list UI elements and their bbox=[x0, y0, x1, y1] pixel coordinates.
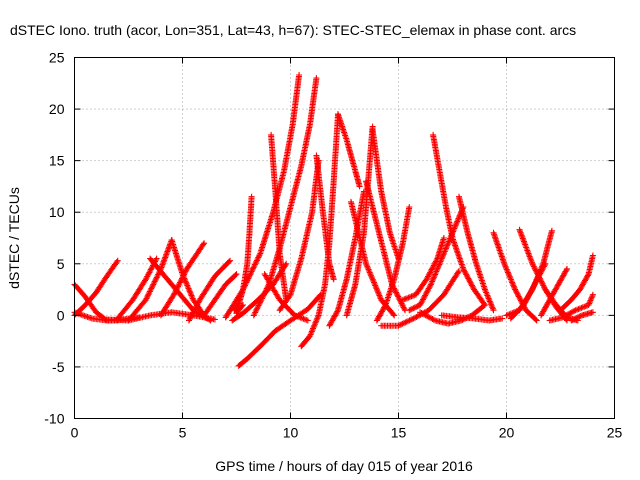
y-tick-label: -10 bbox=[44, 411, 64, 427]
data-points bbox=[71, 72, 596, 369]
x-tick-label: 5 bbox=[179, 425, 187, 441]
series-29-points bbox=[399, 235, 447, 303]
series-10-points bbox=[233, 302, 246, 317]
series-42 bbox=[557, 252, 596, 314]
series-20 bbox=[313, 152, 337, 283]
series-12 bbox=[235, 291, 324, 369]
series-10 bbox=[233, 302, 246, 317]
series-34-points bbox=[438, 312, 506, 324]
x-tick-label: 10 bbox=[283, 425, 299, 441]
series-42-points bbox=[557, 252, 596, 314]
series-27-points bbox=[363, 178, 408, 314]
series-45-points bbox=[201, 271, 240, 319]
series-14 bbox=[222, 72, 303, 321]
series-16-points bbox=[268, 131, 290, 303]
x-axis-label: GPS time / hours of day 015 of year 2016 bbox=[215, 458, 473, 474]
series-30-points bbox=[406, 204, 467, 314]
series-15-points bbox=[250, 75, 320, 319]
x-tick-label: 25 bbox=[607, 425, 623, 441]
y-tick-label: 25 bbox=[49, 50, 65, 66]
x-tick-label: 15 bbox=[391, 425, 407, 441]
series-31-points bbox=[430, 131, 488, 308]
series-34 bbox=[438, 312, 506, 324]
gridlines bbox=[74, 57, 615, 419]
series-14-points bbox=[222, 72, 303, 321]
plot-frame bbox=[74, 57, 615, 419]
series-24-points bbox=[369, 126, 402, 262]
series-30 bbox=[406, 204, 467, 314]
series-21 bbox=[335, 111, 363, 190]
y-tick-label: 0 bbox=[57, 307, 65, 323]
y-tick-label: -5 bbox=[52, 359, 65, 375]
series-13-points bbox=[231, 193, 255, 314]
series-43 bbox=[568, 309, 596, 324]
series-21-points bbox=[335, 111, 363, 190]
series-45 bbox=[201, 271, 240, 319]
series-9-points bbox=[186, 257, 233, 324]
series-29 bbox=[399, 235, 447, 303]
x-tick-label: 0 bbox=[71, 425, 79, 441]
series-12-points bbox=[235, 291, 324, 369]
series-9 bbox=[186, 257, 233, 324]
x-tick-label: 20 bbox=[499, 425, 515, 441]
series-41-points bbox=[546, 291, 596, 324]
series-43-points bbox=[568, 309, 596, 324]
series-20-points bbox=[313, 152, 337, 283]
series-44-points bbox=[103, 309, 218, 324]
series-16 bbox=[268, 131, 290, 303]
series-32 bbox=[456, 193, 497, 314]
y-tick-label: 5 bbox=[57, 256, 65, 272]
y-tick-label: 20 bbox=[49, 101, 65, 117]
series-41 bbox=[546, 291, 596, 324]
x-axis-ticks: 0 5 10 15 20 25 bbox=[71, 57, 623, 441]
series-13 bbox=[231, 193, 255, 314]
y-axis-ticks: -10 -5 0 5 10 15 20 25 bbox=[44, 50, 615, 427]
y-axis-label: dSTEC / TECUs bbox=[6, 187, 22, 289]
series-32-points bbox=[456, 193, 497, 314]
series-24 bbox=[369, 126, 402, 262]
chart-title: dSTEC Iono. truth (acor, Lon=351, Lat=43… bbox=[10, 22, 576, 38]
series-44 bbox=[103, 309, 218, 324]
y-tick-label: 10 bbox=[49, 204, 65, 220]
series-31 bbox=[430, 131, 488, 308]
series-15 bbox=[250, 75, 320, 319]
series-27 bbox=[363, 178, 408, 314]
y-tick-label: 15 bbox=[49, 153, 65, 169]
